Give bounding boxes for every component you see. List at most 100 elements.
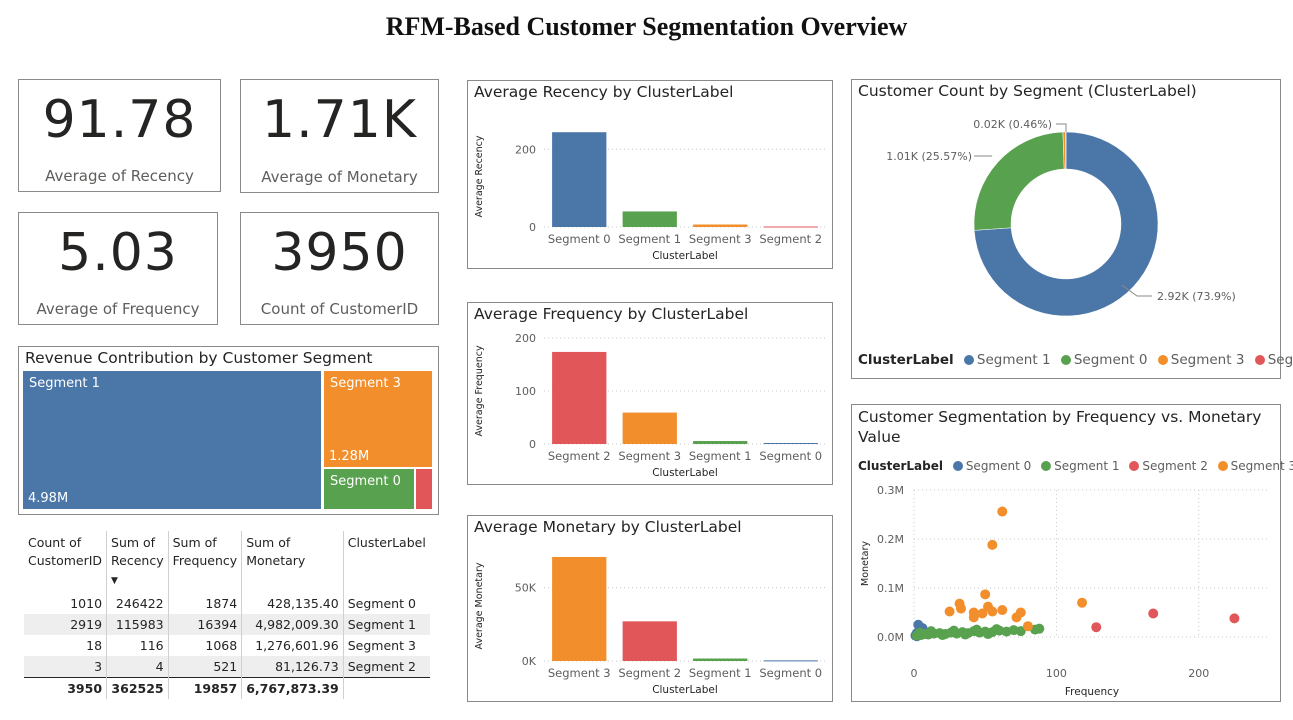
point-segment-3 (968, 612, 979, 623)
treemap-tile-segment-0[interactable]: Segment 0 (324, 469, 414, 509)
page-title: RFM-Based Customer Segmentation Overview (385, 12, 908, 41)
cell-monetary: 4,982,009.30 (241, 614, 344, 635)
point-segment-2 (1229, 613, 1240, 624)
donut-chart[interactable]: Customer Count by Segment (ClusterLabel)… (851, 79, 1293, 379)
y-tick-label: 100 (515, 385, 536, 398)
legend-item-segment-1[interactable]: Segment 1 (958, 352, 1051, 368)
bar-segment-0 (763, 442, 818, 444)
x-tick-label: 100 (1046, 667, 1067, 680)
point-segment-3 (1077, 597, 1088, 608)
legend-item-segment-2[interactable]: Segment 2 (1123, 459, 1208, 473)
chart-title: Average Recency by ClusterLabel (474, 83, 734, 101)
cell-monetary: 428,135.40 (241, 593, 344, 614)
kpi-value: 91.78 (42, 90, 197, 150)
legend-dot (1157, 355, 1168, 365)
cell-recency: 246422 (106, 593, 169, 614)
recency-bar-chart-plot: 0 200 Segment 0 Segment 1 Segment 3 Segment 2… (474, 132, 826, 262)
x-tick-label: Segment 0 (759, 666, 822, 680)
monetary-bar-chart[interactable]: Average Monetary by ClusterLabel 0K 50K Se… (467, 515, 833, 702)
total-count: 3950 (24, 677, 107, 699)
legend-dot (963, 355, 974, 365)
total-monetary: 6,767,873.39 (241, 677, 344, 699)
x-tick-label: 200 (1188, 667, 1209, 680)
table-row[interactable]: 18 116 1068 1,276,601.96 Segment 3 (24, 635, 430, 656)
data-label: 0.02K (0.46%) (973, 118, 1052, 131)
bar-segment-1 (622, 211, 677, 227)
y-tick-label: 0 (529, 438, 536, 451)
legend-item-segment-3[interactable]: Segment 3 (1152, 352, 1244, 368)
scatter-chart[interactable]: Customer Segmentation by Frequency vs. M… (851, 404, 1293, 702)
legend-title: ClusterLabel (858, 459, 943, 473)
legend-label: Segment 2 (1142, 459, 1208, 473)
sort-desc-icon[interactable]: ▼ (111, 576, 118, 586)
x-tick-label: Segment 2 (548, 449, 611, 463)
cell-count: 18 (86, 638, 103, 653)
x-tick-label: Segment 3 (548, 666, 611, 680)
y-axis-title: Average Recency (474, 135, 485, 217)
col-header-count[interactable]: Count of CustomerID (28, 535, 103, 568)
kpi-card-frequency[interactable]: 5.03 Average of Frequency (18, 212, 218, 325)
x-tick-label: Segment 3 (689, 232, 752, 246)
kpi-card-recency[interactable]: 91.78 Average of Recency (18, 79, 221, 192)
chart-title: Customer Segmentation by Frequency vs. M… (858, 408, 1262, 446)
x-tick-label: Segment 2 (759, 232, 822, 246)
bar-segment-2 (763, 226, 818, 228)
point-segment-3 (954, 598, 965, 609)
treemap-visual[interactable]: Revenue Contribution by Customer Segment… (18, 346, 439, 515)
point-segment-3 (944, 606, 955, 617)
y-tick-label: 0 (529, 221, 536, 234)
y-tick-label: 200 (515, 332, 536, 345)
col-header-clusterlabel[interactable]: ClusterLabel (342, 531, 430, 593)
summary-table: Count of CustomerID Sum of Recency ▼ Sum … (24, 531, 430, 699)
point-segment-3 (997, 605, 1008, 616)
table-row[interactable]: 2919 115983 16394 4,982,009.30 Segment 1 (24, 614, 430, 635)
point-segment-1 (991, 624, 1002, 635)
col-header-recency[interactable]: Sum of Recency ▼ (106, 531, 169, 593)
point-segment-1 (983, 629, 994, 640)
bar-segment-1 (693, 658, 748, 661)
leader-line (1121, 284, 1152, 297)
tile-value: 1.28M (329, 449, 370, 464)
recency-bar-chart[interactable]: Average Recency by ClusterLabel 0 200 Segm… (467, 80, 833, 269)
scatter-legend: ClusterLabel Segment 0 Segment 1 Segment… (858, 459, 1293, 473)
y-tick-label: 0K (522, 655, 537, 668)
y-axis-title: Average Monetary (474, 562, 485, 649)
col-header-frequency[interactable]: Sum of Frequency (167, 531, 242, 593)
treemap-tile-segment-3[interactable]: Segment 3 1.28M (324, 371, 432, 467)
y-tick-label: 200 (515, 143, 536, 156)
legend-item-segment-2[interactable]: Segment 2 (1249, 352, 1293, 368)
frequency-bar-chart-plot: 0 100 200 Segment 2 Segment 3 Segment 1 Segmen… (474, 332, 826, 479)
col-header-monetary[interactable]: Sum of Monetary (241, 531, 344, 593)
x-tick-label: Segment 0 (548, 232, 611, 246)
legend-item-segment-1[interactable]: Segment 1 (1035, 459, 1120, 473)
point-segment-2 (1148, 608, 1159, 619)
table-row[interactable]: 1010 246422 1874 428,135.40 Segment 0 (24, 593, 430, 614)
legend-item-segment-0[interactable]: Segment 0 (1055, 352, 1147, 368)
total-recency: 362525 (106, 677, 169, 699)
bar-segment-0 (763, 660, 818, 662)
bar-segment-0 (552, 132, 607, 227)
chart-title: Average Frequency by ClusterLabel (474, 305, 749, 323)
donut-legend: ClusterLabel Segment 1 Segment 0 Segment… (858, 352, 1293, 368)
y-tick-label: 0.2M (877, 533, 904, 546)
frequency-bar-chart[interactable]: Average Frequency by ClusterLabel 0 100 20… (467, 302, 833, 485)
point-segment-1 (926, 626, 937, 637)
legend-item-segment-0[interactable]: Segment 0 (947, 459, 1031, 473)
legend-item-segment-3[interactable]: Segment 3 (1212, 459, 1293, 473)
treemap-tile-segment-2[interactable] (416, 469, 432, 509)
kpi-card-monetary[interactable]: 1.71K Average of Monetary (240, 79, 439, 193)
cell-count: 3 (24, 656, 107, 678)
x-tick-label: Segment 1 (618, 232, 681, 246)
cell-frequency: 1874 (167, 593, 242, 614)
y-tick-label: 50K (515, 582, 537, 595)
treemap-tile-segment-1[interactable]: Segment 1 4.98M (23, 371, 321, 509)
point-segment-1 (1034, 623, 1045, 634)
point-segment-1 (948, 625, 959, 636)
kpi-card-customer-count[interactable]: 3950 Count of CustomerID (240, 212, 439, 325)
legend-dot (1041, 461, 1052, 471)
x-axis-title: ClusterLabel (652, 250, 718, 262)
legend-title: ClusterLabel (858, 352, 954, 368)
tile-label: Segment 0 (330, 474, 401, 489)
table-row[interactable]: 3 4 521 81,126.73 Segment 2 (24, 656, 430, 678)
cell-count: 2919 (24, 614, 107, 635)
